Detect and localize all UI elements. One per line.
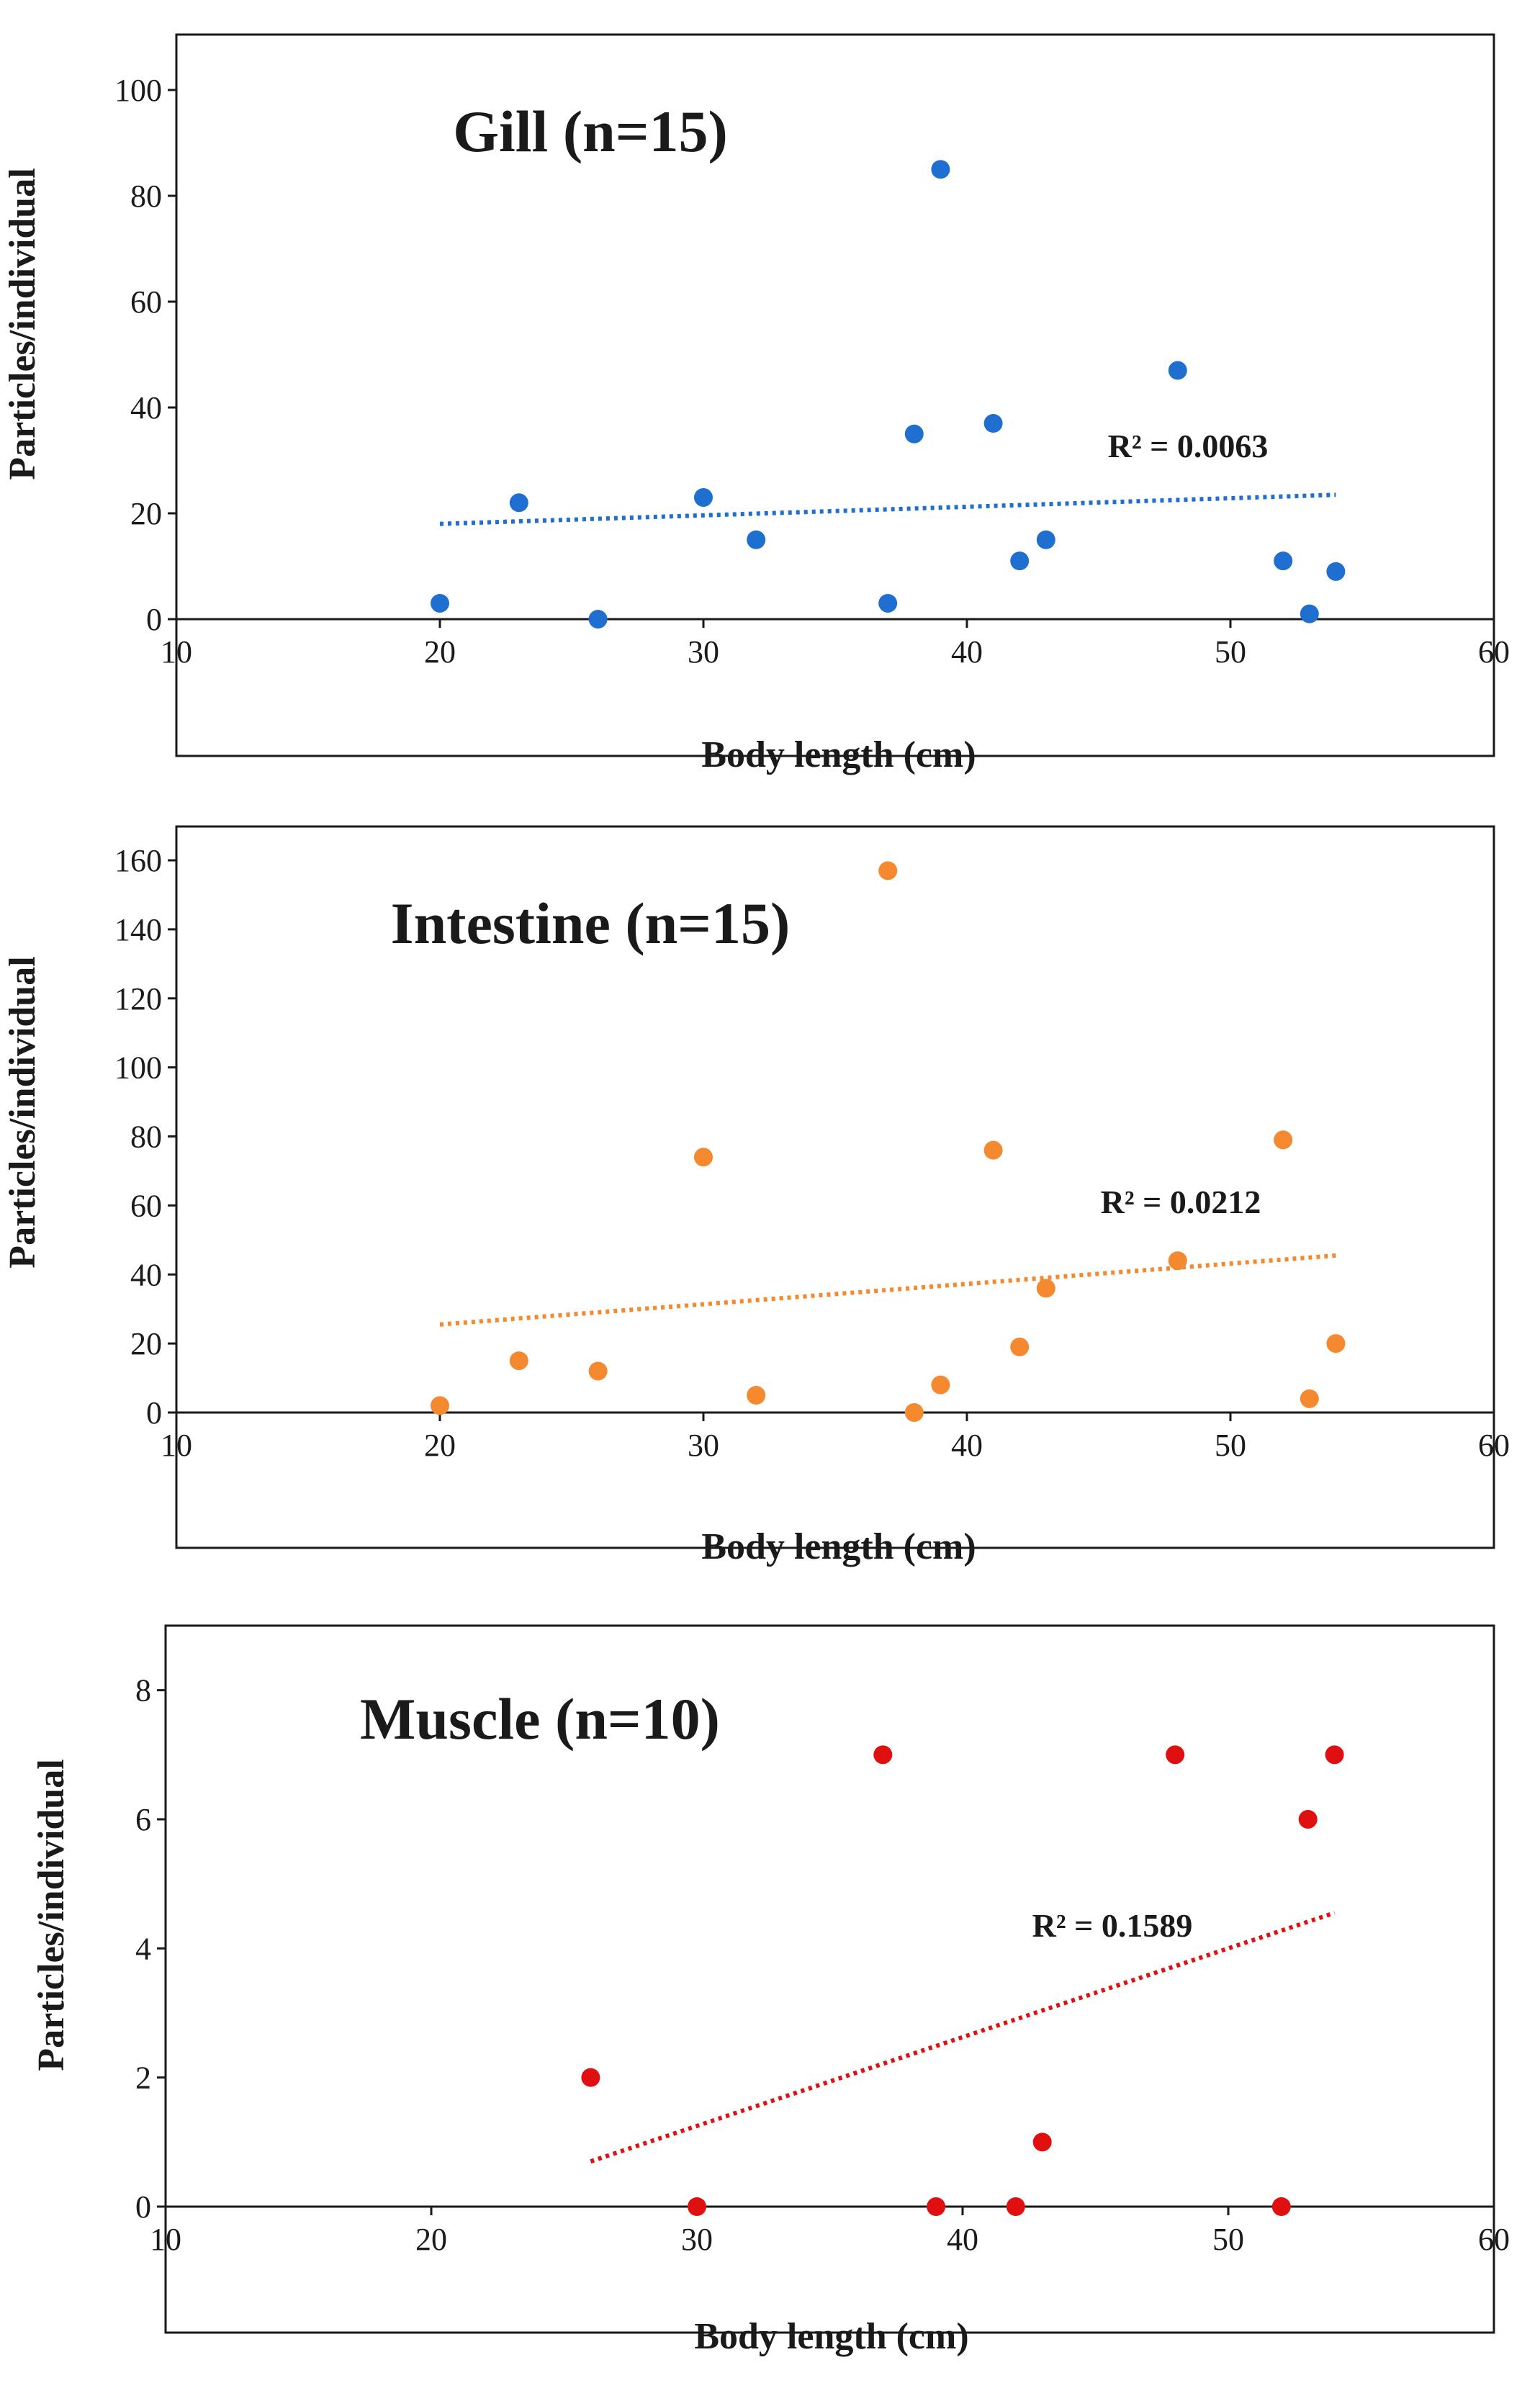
r-squared-label: R² = 0.1589 xyxy=(1032,1907,1193,1944)
chart-title: Intestine (n=15) xyxy=(391,891,791,956)
y-tick-label: 100 xyxy=(114,1050,162,1086)
data-point xyxy=(1271,2197,1291,2216)
data-point xyxy=(873,1745,893,1765)
data-point xyxy=(1036,530,1055,549)
y-axis-title: Particles/individual xyxy=(31,1759,72,2071)
data-point xyxy=(904,1403,924,1422)
data-point xyxy=(588,1361,608,1381)
data-point xyxy=(1274,1130,1293,1150)
x-tick-label: 20 xyxy=(424,1428,456,1463)
data-point xyxy=(1006,2197,1025,2216)
x-tick-label: 40 xyxy=(947,2222,978,2257)
data-point xyxy=(1010,1337,1030,1356)
data-point xyxy=(1300,604,1319,623)
data-point xyxy=(509,1351,528,1371)
x-tick-label: 60 xyxy=(1478,634,1510,670)
y-tick-label: 0 xyxy=(146,1395,162,1431)
x-tick-label: 10 xyxy=(161,1428,192,1463)
chart-panel-muscle: 0 2 4 6 8 10 20 30 40 50 60 Muscle (n=10) R² = 0.158… xyxy=(31,1624,1510,2357)
x-tick-label: 50 xyxy=(1215,1428,1246,1463)
data-point xyxy=(904,424,924,443)
y-tick-label: 40 xyxy=(130,1257,162,1292)
data-point xyxy=(694,487,713,507)
trendline xyxy=(439,1253,1336,1327)
x-tick-label: 30 xyxy=(688,634,719,670)
trendline xyxy=(439,492,1336,526)
x-axis-title: Body length (cm) xyxy=(694,2316,968,2357)
data-point xyxy=(1036,1279,1055,1298)
data-point xyxy=(927,2197,946,2216)
data-point xyxy=(1326,1334,1346,1353)
data-point xyxy=(688,2197,706,2216)
data-point xyxy=(1274,551,1293,571)
data-point xyxy=(931,160,950,179)
y-tick-label: 0 xyxy=(135,2189,151,2225)
y-tick-label: 20 xyxy=(130,496,162,531)
data-point xyxy=(1166,1745,1185,1765)
x-tick-label: 40 xyxy=(951,1428,983,1463)
data-point xyxy=(1010,551,1030,571)
x-tick-label: 40 xyxy=(951,634,983,670)
data-point xyxy=(983,414,1003,433)
x-tick-label: 20 xyxy=(424,634,456,670)
chart-frame xyxy=(175,33,1495,757)
y-tick-label: 100 xyxy=(114,73,162,108)
y-tick-label: 20 xyxy=(130,1326,162,1361)
x-tick-label: 30 xyxy=(688,1428,719,1463)
y-tick-label: 140 xyxy=(114,912,162,947)
y-axis-title: Particles/individual xyxy=(2,956,43,1268)
x-axis-title: Body length (cm) xyxy=(701,734,976,775)
x-tick-label: 10 xyxy=(161,634,192,670)
x-tick-label: 60 xyxy=(1478,1428,1510,1463)
y-tick-label: 60 xyxy=(130,284,162,320)
r-squared-label: R² = 0.0063 xyxy=(1108,428,1269,464)
data-point xyxy=(1300,1389,1319,1408)
chart-title: Gill (n=15) xyxy=(453,99,728,164)
x-tick-label: 20 xyxy=(415,2222,447,2257)
y-tick-label: 40 xyxy=(130,390,162,425)
r-squared-label: R² = 0.0212 xyxy=(1101,1184,1261,1220)
data-point xyxy=(581,2068,600,2087)
y-tick-label: 160 xyxy=(114,843,162,878)
y-tick-label: 120 xyxy=(114,981,162,1017)
data-point xyxy=(1168,1251,1187,1271)
data-point xyxy=(747,1386,766,1405)
data-point xyxy=(1325,1745,1344,1765)
data-point xyxy=(931,1375,950,1395)
data-point xyxy=(878,861,898,880)
chart-panel-gill: 0 20 40 60 80 100 10 20 30 40 50 60 Gill (n=15) R² = … xyxy=(2,33,1510,775)
data-point xyxy=(1326,562,1346,581)
x-tick-label: 30 xyxy=(681,2222,713,2257)
data-point xyxy=(1032,2132,1052,2152)
chart-frame xyxy=(175,825,1495,1549)
data-point xyxy=(431,1396,449,1415)
y-tick-label: 80 xyxy=(130,179,162,214)
y-tick-label: 4 xyxy=(135,1931,151,1966)
data-point xyxy=(509,493,528,513)
x-tick-label: 50 xyxy=(1215,634,1246,670)
x-tick-label: 60 xyxy=(1478,2222,1510,2257)
x-axis-title: Body length (cm) xyxy=(701,1526,976,1567)
trendline xyxy=(590,1911,1336,2164)
y-tick-label: 6 xyxy=(135,1802,151,1837)
y-tick-label: 0 xyxy=(146,602,162,637)
data-point xyxy=(694,1148,713,1167)
y-tick-label: 60 xyxy=(130,1188,162,1223)
y-tick-label: 2 xyxy=(135,2060,151,2096)
x-tick-label: 10 xyxy=(150,2222,181,2257)
y-tick-label: 8 xyxy=(135,1673,151,1708)
data-point xyxy=(878,593,898,613)
x-tick-label: 50 xyxy=(1212,2222,1244,2257)
data-point xyxy=(1168,361,1187,380)
data-point xyxy=(1298,1810,1318,1829)
y-tick-label: 80 xyxy=(130,1120,162,1155)
data-point xyxy=(983,1140,1003,1160)
data-point xyxy=(431,593,449,613)
chart-title: Muscle (n=10) xyxy=(360,1686,720,1752)
y-axis-title: Particles/individual xyxy=(2,168,43,479)
data-point xyxy=(747,530,766,549)
data-point xyxy=(588,610,608,629)
chart-panel-intestine: 0 20 40 60 80 100 120 140 160 10 20 30 40 50 60 Intesti… xyxy=(2,825,1510,1567)
